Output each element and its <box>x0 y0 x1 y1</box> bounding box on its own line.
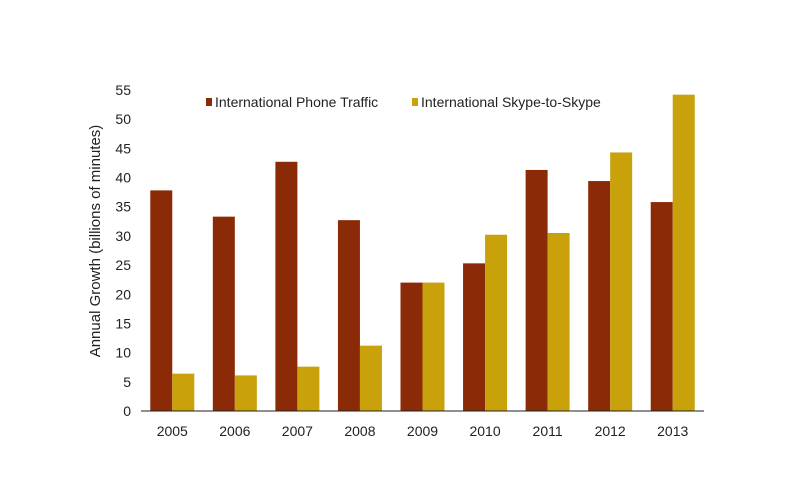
bar-skype-2008 <box>359 345 382 411</box>
y-tick-label: 30 <box>115 228 131 244</box>
bar-phone-2006 <box>212 216 235 411</box>
bar-skype-2009 <box>422 282 445 411</box>
y-tick-label: 35 <box>115 199 131 215</box>
bar-phone-2008 <box>337 220 360 411</box>
y-tick-label: 50 <box>115 111 131 127</box>
y-tick-label: 10 <box>115 345 131 361</box>
x-tick-label: 2005 <box>157 423 188 439</box>
y-tick-label: 15 <box>115 315 131 331</box>
y-tick-label: 0 <box>123 403 131 419</box>
bar-phone-2010 <box>463 263 486 411</box>
bar-skype-2005 <box>172 373 195 411</box>
bar-skype-2013 <box>672 94 695 411</box>
legend-swatch-skype <box>412 98 418 106</box>
x-tick-label: 2013 <box>657 423 688 439</box>
bar-phone-2011 <box>525 169 548 411</box>
y-tick-label: 25 <box>115 257 131 273</box>
y-tick-label: 45 <box>115 140 131 156</box>
x-tick-label: 2008 <box>344 423 375 439</box>
x-tick-label: 2011 <box>533 423 563 439</box>
x-axis-ticks: 2005 2006 2007 2008 2009 2010 2011 2012 2013 <box>157 423 689 439</box>
bar-skype-2011 <box>547 232 570 411</box>
x-tick-label: 2010 <box>469 423 500 439</box>
y-tick-label: 40 <box>115 170 131 186</box>
y-axis-label: Annual Growth (billions of minutes) <box>87 125 104 358</box>
bar-skype-2006 <box>234 375 257 411</box>
x-tick-label: 2012 <box>595 423 626 439</box>
bar-skype-2012 <box>610 152 633 411</box>
legend-label-skype: International Skype-to-Skype <box>421 94 601 110</box>
bar-phone-2007 <box>275 161 298 411</box>
bars <box>150 94 695 411</box>
y-tick-label: 55 <box>115 82 131 98</box>
bar-skype-2010 <box>485 234 508 411</box>
legend-label-phone: International Phone Traffic <box>215 94 378 110</box>
x-tick-label: 2007 <box>282 423 313 439</box>
bar-skype-2007 <box>297 366 320 411</box>
y-tick-label: 20 <box>115 286 131 302</box>
bar-phone-2009 <box>400 282 423 411</box>
y-axis-ticks: 0 5 10 15 20 25 30 35 40 45 50 55 <box>115 82 131 419</box>
y-tick-label: 5 <box>123 374 131 390</box>
legend: International Phone Traffic Internationa… <box>206 94 601 110</box>
bar-phone-2013 <box>650 202 673 411</box>
legend-swatch-phone <box>206 98 212 106</box>
bar-phone-2005 <box>150 190 173 411</box>
x-tick-label: 2009 <box>407 423 438 439</box>
x-tick-label: 2006 <box>219 423 250 439</box>
bar-phone-2012 <box>588 181 611 411</box>
